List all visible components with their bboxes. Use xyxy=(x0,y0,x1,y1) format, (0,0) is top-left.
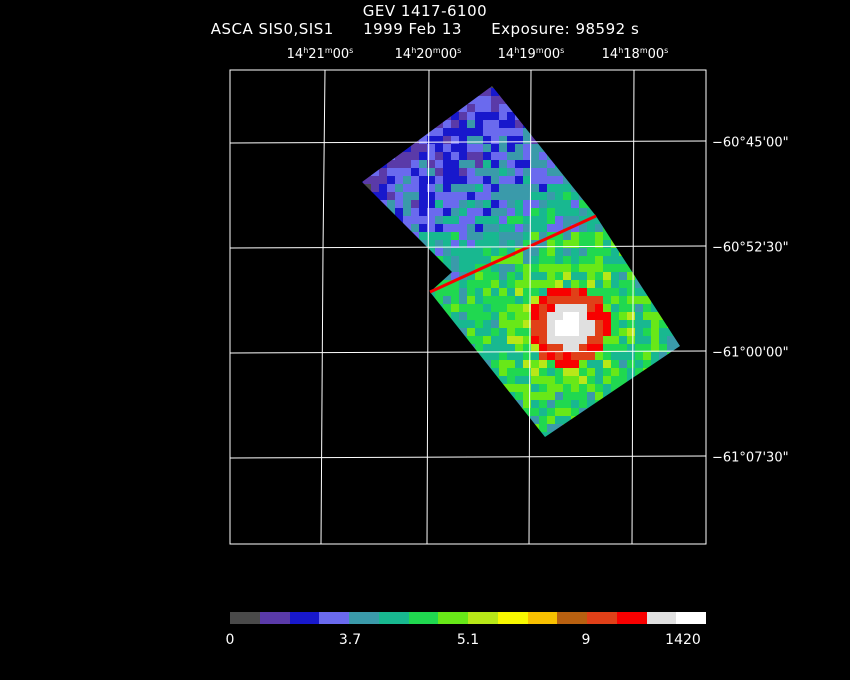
dec-tick-label: −61°00'00" xyxy=(712,345,789,361)
ra-tick-label: 14h19m00s xyxy=(497,46,565,62)
plot-title: GEV 1417-6100 xyxy=(362,2,488,20)
colorbar-label: 0 xyxy=(225,632,235,648)
colorbar-swatch xyxy=(587,612,617,624)
colorbar-swatch xyxy=(616,612,647,624)
coordinate-grid xyxy=(229,69,707,545)
colorbar-swatch xyxy=(676,612,706,624)
detector-gap-line xyxy=(429,214,597,294)
colorbar-swatch xyxy=(557,612,587,624)
colorbar-swatch xyxy=(349,612,379,624)
ra-tick-label: 14h18m00s xyxy=(601,46,669,62)
colorbar-swatch xyxy=(289,612,320,624)
colorbar xyxy=(230,612,706,624)
xray-intensity-image xyxy=(362,86,680,437)
colorbar-swatch xyxy=(378,612,409,624)
colorbar-swatch xyxy=(259,612,290,624)
colorbar-label: 5.1 xyxy=(456,632,480,648)
colorbar-swatch xyxy=(438,612,468,624)
instrument-label: ASCA SIS0,SIS1 xyxy=(210,20,334,38)
colorbar-swatch xyxy=(408,612,439,624)
colorbar-swatch xyxy=(497,612,528,624)
plot-subtitle: ASCA SIS0,SIS1 1999 Feb 13 Exposure: 985… xyxy=(0,20,850,38)
colorbar-swatch xyxy=(527,612,558,624)
colorbar-label: 1420 xyxy=(665,632,701,648)
colorbar-swatch xyxy=(319,612,349,624)
colorbar-swatch xyxy=(468,612,498,624)
colorbar-label: 3.7 xyxy=(338,632,362,648)
dec-tick-label: −60°52'30" xyxy=(712,240,789,256)
exposure-label: Exposure: 98592 s xyxy=(491,20,640,38)
date-label: 1999 Feb 13 xyxy=(363,20,462,38)
colorbar-swatch xyxy=(646,612,677,624)
ra-tick-label: 14h20m00s xyxy=(394,46,462,62)
dec-tick-label: −61°07'30" xyxy=(712,450,789,466)
colorbar-label: 9 xyxy=(581,632,591,648)
dec-tick-label: −60°45'00" xyxy=(712,135,789,151)
colorbar-swatch xyxy=(230,612,260,624)
ra-tick-label: 14h21m00s xyxy=(286,46,354,62)
